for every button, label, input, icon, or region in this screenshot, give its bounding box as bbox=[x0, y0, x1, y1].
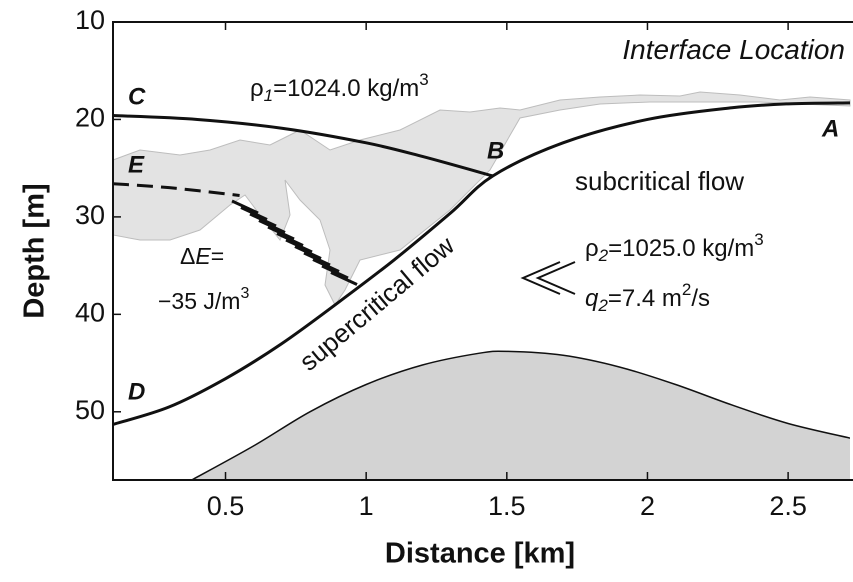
hatch bbox=[312, 258, 340, 273]
annotation-part: =1024.0 kg/m bbox=[273, 75, 419, 102]
annotation: ρ2=1025.0 kg/m3 bbox=[585, 230, 764, 265]
annotation-part: 2 bbox=[598, 246, 609, 265]
terrain-line bbox=[191, 350, 850, 480]
hatch bbox=[240, 206, 268, 221]
interface-line bbox=[113, 114, 494, 178]
annotation-part: 3 bbox=[419, 70, 428, 89]
annotation: q2=7.4 m2/s bbox=[585, 280, 710, 315]
hatch bbox=[258, 219, 286, 234]
annotation-part: −35 J/m bbox=[158, 288, 240, 314]
annotation-part: Δ bbox=[180, 243, 195, 269]
interface-line bbox=[113, 101, 850, 426]
y-tick-label: 40 bbox=[75, 297, 105, 327]
hatch bbox=[276, 232, 304, 247]
annotation: ρ1=1024.0 kg/m3 bbox=[250, 70, 429, 105]
x-tick-label: 1 bbox=[359, 491, 374, 521]
y-tick-label: 10 bbox=[75, 5, 105, 35]
y-axis-label: Depth [m] bbox=[19, 183, 51, 318]
interface-line bbox=[113, 182, 240, 197]
observed-interface-band bbox=[112, 91, 851, 306]
hatch bbox=[330, 271, 358, 286]
annotation-part: 1 bbox=[264, 86, 273, 105]
x-tick-label: 1.5 bbox=[488, 491, 526, 521]
annotation: Interface Location bbox=[622, 34, 845, 65]
hatch bbox=[249, 212, 277, 228]
annotation-part: subcritical flow bbox=[575, 166, 744, 196]
annotation-part: Interface Location bbox=[622, 34, 845, 65]
hatch bbox=[231, 199, 259, 215]
annotation-part: =1025.0 kg/m bbox=[608, 235, 754, 262]
y-tick-label: 30 bbox=[75, 200, 105, 230]
flow-arrow bbox=[520, 261, 576, 295]
terrain-fill bbox=[191, 351, 850, 480]
hatch bbox=[267, 225, 295, 241]
plot-frame bbox=[112, 21, 853, 481]
annotation-part: E bbox=[195, 243, 211, 269]
annotation-part: = bbox=[211, 243, 224, 269]
annotation: ΔE= bbox=[180, 243, 224, 269]
x-tick-label: 2 bbox=[640, 491, 655, 521]
annotation-part: ρ bbox=[250, 75, 264, 102]
hatch bbox=[303, 251, 331, 267]
y-tick-label: 20 bbox=[75, 103, 105, 133]
annotation-part: 2 bbox=[597, 296, 608, 315]
hatch bbox=[285, 238, 313, 254]
x-tick-label: 0.5 bbox=[207, 491, 245, 521]
annotation-part: q bbox=[585, 285, 599, 312]
annotation: −35 J/m3 bbox=[158, 285, 249, 314]
annotation: subcritical flow bbox=[575, 166, 744, 196]
point-label: B bbox=[487, 137, 504, 164]
point-label: E bbox=[128, 151, 145, 178]
annotation-part: /s bbox=[691, 285, 710, 312]
annotation-part: 2 bbox=[682, 280, 691, 299]
annotation-part: 3 bbox=[240, 285, 249, 302]
annotation-part: ρ bbox=[585, 235, 599, 262]
point-label: A bbox=[821, 115, 839, 142]
x-tick-label: 2.5 bbox=[769, 491, 807, 521]
annotation-part: 3 bbox=[754, 230, 763, 249]
hatch bbox=[321, 264, 349, 280]
point-label: D bbox=[128, 378, 145, 405]
hatch bbox=[294, 245, 322, 260]
point-label: C bbox=[128, 83, 146, 110]
annotation-part: =7.4 m bbox=[608, 285, 682, 312]
x-axis-label: Distance [km] bbox=[385, 538, 575, 570]
y-tick-label: 50 bbox=[75, 395, 105, 425]
